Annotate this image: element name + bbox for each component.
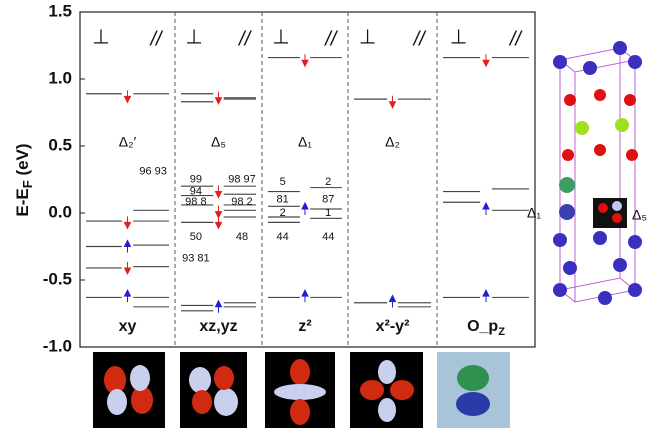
weight-label: 87	[322, 194, 334, 206]
para-header: //	[412, 28, 428, 50]
panel-name: xz,yz	[199, 318, 237, 335]
y-tick-label: 1.0	[48, 68, 72, 87]
perp-header: ⊥	[450, 26, 467, 48]
panel-name-sub: Z	[498, 326, 505, 338]
perp-header: ⊥	[272, 26, 289, 48]
weight-label: 81	[277, 194, 289, 206]
para-header: //	[148, 28, 164, 50]
orbital-images	[93, 352, 510, 428]
panel-name: O_pZ	[467, 318, 505, 338]
spin-arrow	[301, 54, 309, 68]
y-tick-label: 1.5	[48, 1, 72, 20]
structure-label: Δ₅	[632, 207, 647, 223]
plot-frame	[79, 11, 536, 348]
delta-label: Δ₂	[385, 134, 400, 150]
weight-label: 93 81	[182, 252, 210, 264]
spin-arrow	[301, 201, 309, 215]
para-header: //	[508, 28, 524, 50]
spin-arrow	[123, 216, 132, 230]
weight-label: 44	[277, 231, 289, 243]
panel-name-text: xy	[119, 318, 137, 335]
spin-arrow	[388, 95, 397, 109]
spin-arrow	[123, 90, 132, 104]
spin-arrow	[123, 288, 132, 303]
spin-arrow	[482, 54, 490, 68]
panel-name-text: O_p	[467, 318, 498, 335]
weight-label: 99	[190, 173, 202, 185]
weight-label: 2	[325, 176, 331, 188]
para-header: //	[323, 28, 339, 50]
y-tick-label: 0.0	[48, 202, 72, 221]
spin-arrow	[214, 205, 223, 219]
spin-arrow	[123, 261, 132, 276]
weight-label: 98 97	[228, 173, 256, 185]
delta-label: Δ₅	[211, 134, 226, 150]
panel-name-text: x²-y²	[376, 318, 410, 335]
panel-name: z²	[298, 318, 311, 335]
y-tick-label: -1.0	[43, 336, 72, 355]
panel-name: x²-y²	[376, 318, 410, 335]
weight-label: 94	[190, 185, 202, 197]
perp-header: ⊥	[92, 26, 109, 48]
weight-label: 44	[322, 231, 334, 243]
weight-label: 96 93	[139, 165, 167, 177]
weight-label: 98 2	[231, 196, 252, 208]
weight-label: 5	[280, 176, 286, 188]
panel-name: xy	[119, 318, 137, 335]
structure-label: Δ₁	[527, 205, 541, 221]
atoms	[553, 41, 642, 305]
spin-arrow	[482, 288, 490, 303]
weight-label: 98 8	[185, 196, 206, 208]
weight-label: 50	[190, 231, 202, 243]
spin-arrow	[214, 216, 223, 230]
spin-arrow	[301, 288, 309, 303]
weight-label: 2	[280, 207, 286, 219]
y-tick-label: 0.5	[48, 135, 72, 154]
weight-label: 48	[236, 231, 248, 243]
spin-arrow	[214, 91, 223, 105]
para-header: //	[237, 28, 253, 50]
panel-name-text: xz,yz	[199, 318, 237, 335]
weight-label: 1	[325, 207, 331, 219]
perp-header: ⊥	[359, 26, 376, 48]
perp-header: ⊥	[185, 26, 202, 48]
spin-arrow	[482, 201, 490, 215]
delta-label: Δ₂′	[119, 134, 137, 150]
y-tick-label: -0.5	[43, 269, 72, 288]
spin-arrow	[214, 299, 223, 313]
spin-arrow	[214, 185, 223, 199]
panel-name-text: z²	[298, 318, 311, 335]
spin-arrow	[388, 294, 397, 308]
spin-arrow	[123, 239, 132, 253]
y-axis-label: E-EF (eV)	[13, 143, 35, 216]
delta-label: Δ₁	[298, 134, 312, 150]
